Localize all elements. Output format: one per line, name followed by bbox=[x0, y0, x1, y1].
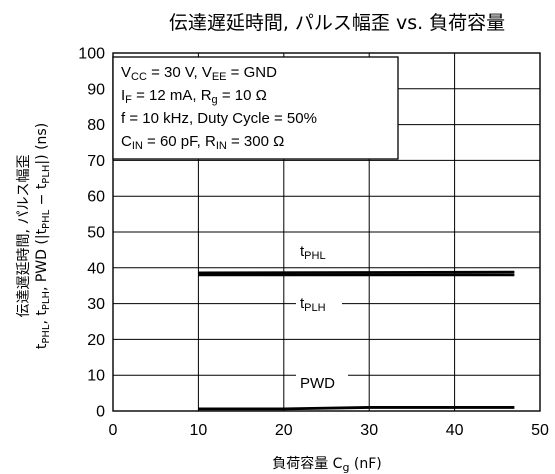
x-tick-label: 20 bbox=[275, 422, 293, 439]
series-labels: tPHL tPLH PWD bbox=[296, 243, 348, 393]
x-tick-label: 30 bbox=[360, 422, 378, 439]
x-axis-label: 負荷容量 Cg (nF) bbox=[272, 455, 382, 474]
y-tick-label: 10 bbox=[87, 368, 105, 385]
condition-line-4: CIN = 60 pF, RIN = 300 Ω bbox=[121, 133, 284, 152]
series-line-pwd bbox=[198, 406, 515, 411]
condition-line-1: VCC = 30 V, VEE = GND bbox=[121, 64, 277, 83]
y-axis-label-line2: tPHL, tPLH, PWD (|tPHL − tPLH|) (ns) bbox=[34, 123, 52, 349]
x-tick-labels: 0 10 20 30 40 50 bbox=[109, 422, 549, 439]
series-lines bbox=[198, 270, 515, 411]
tplh-label-bg bbox=[296, 293, 342, 313]
y-tick-label: 60 bbox=[87, 189, 105, 206]
y-tick-label: 80 bbox=[87, 117, 105, 134]
y-tick-label: 0 bbox=[96, 404, 105, 421]
tphl-label: tPHL bbox=[300, 243, 326, 262]
y-tick-label: 100 bbox=[78, 46, 105, 63]
x-tick-label: 10 bbox=[190, 422, 208, 439]
x-tick-label: 0 bbox=[109, 422, 118, 439]
pwd-label-bg bbox=[296, 371, 348, 393]
y-tick-label: 90 bbox=[87, 81, 105, 98]
condition-line-3: f = 10 kHz, Duty Cycle = 50% bbox=[121, 110, 317, 127]
conditions-box-frame bbox=[112, 56, 399, 160]
conditions-box: VCC = 30 V, VEE = GND IF = 12 mA, Rg = 1… bbox=[112, 56, 399, 160]
y-tick-label: 50 bbox=[87, 225, 105, 242]
y-tick-label: 30 bbox=[87, 296, 105, 313]
y-tick-label: 40 bbox=[87, 260, 105, 277]
y-tick-labels: 0 10 20 30 40 50 60 70 80 90 100 bbox=[78, 46, 105, 421]
x-tick-label: 40 bbox=[446, 422, 464, 439]
pwd-label: PWD bbox=[300, 375, 335, 392]
x-tick-label: 50 bbox=[531, 422, 549, 439]
y-axis-label-line1: 伝達遅延時間, パルス幅歪 bbox=[16, 155, 32, 318]
y-tick-label: 20 bbox=[87, 332, 105, 349]
series-line-tphl bbox=[198, 270, 515, 275]
condition-line-2: IF = 12 mA, Rg = 10 Ω bbox=[121, 87, 267, 106]
chart-title: 伝達遅延時間, パルス幅歪 vs. 負荷容量 bbox=[169, 12, 505, 34]
y-tick-label: 70 bbox=[87, 153, 105, 170]
